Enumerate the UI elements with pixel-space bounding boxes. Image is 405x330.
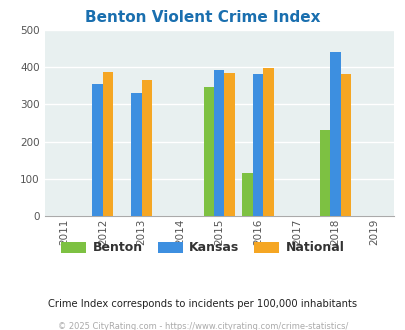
Bar xyxy=(92,84,102,216)
Bar xyxy=(340,75,350,216)
Bar xyxy=(252,74,262,216)
Bar xyxy=(319,130,330,216)
Bar xyxy=(213,70,224,216)
Bar xyxy=(262,68,273,216)
Bar xyxy=(203,87,213,216)
Bar xyxy=(242,173,252,216)
Text: Crime Index corresponds to incidents per 100,000 inhabitants: Crime Index corresponds to incidents per… xyxy=(48,299,357,309)
Bar xyxy=(224,73,234,216)
Legend: Benton, Kansas, National: Benton, Kansas, National xyxy=(56,236,349,259)
Bar xyxy=(330,52,340,216)
Text: © 2025 CityRating.com - https://www.cityrating.com/crime-statistics/: © 2025 CityRating.com - https://www.city… xyxy=(58,322,347,330)
Bar xyxy=(131,93,141,216)
Text: Benton Violent Crime Index: Benton Violent Crime Index xyxy=(85,10,320,25)
Bar xyxy=(141,80,152,216)
Bar xyxy=(102,72,113,216)
